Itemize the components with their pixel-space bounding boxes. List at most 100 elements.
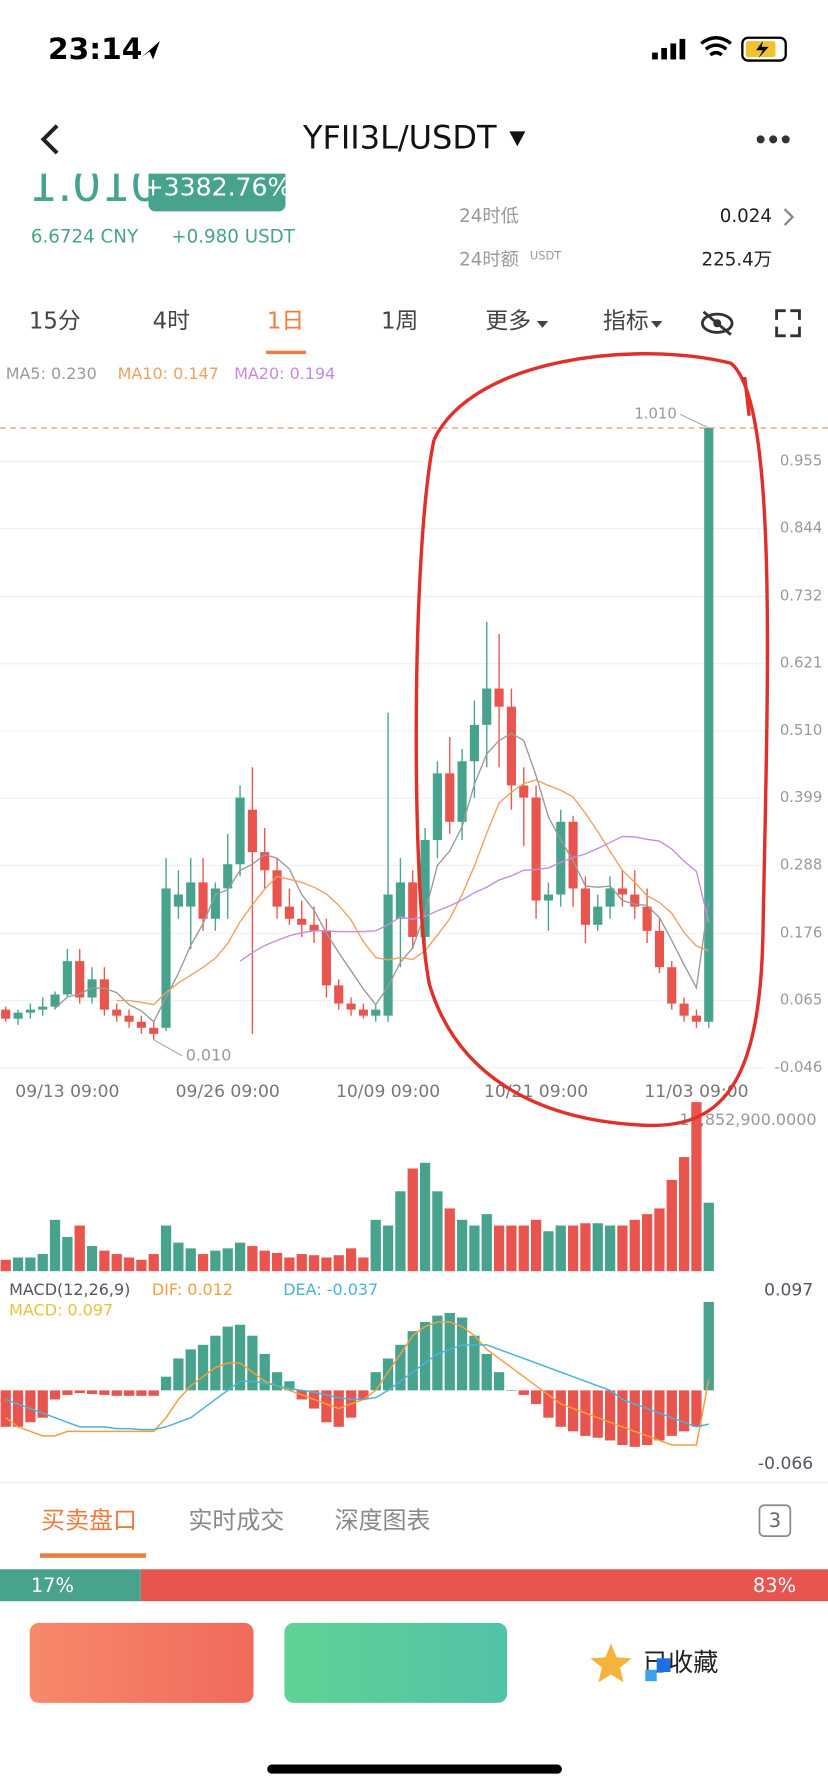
x-tick-label: 09/13 09:00: [15, 1082, 119, 1102]
bottom-tab[interactable]: 深度图表: [335, 1506, 431, 1534]
max-label: 1.010: [634, 405, 676, 422]
header-bg: [0, 0, 828, 174]
legend-entry: MA10: 0.147: [118, 364, 219, 383]
back-button[interactable]: [40, 124, 59, 155]
macd-bar: [456, 1317, 468, 1391]
manual-trade-button[interactable]: [284, 1622, 508, 1703]
volume-bar: [358, 1257, 369, 1272]
candle-body: [691, 1015, 702, 1022]
macd-bar: [407, 1331, 418, 1391]
y-tick-label: 0.176: [780, 924, 822, 941]
macd-bar: [86, 1390, 98, 1395]
macd-bar: [210, 1335, 221, 1391]
candle-body: [494, 688, 504, 707]
min-label: 0.010: [186, 1045, 232, 1064]
macd-bar: [321, 1390, 332, 1423]
macd-bar: [382, 1358, 394, 1391]
candle-body: [210, 888, 220, 919]
candle-body: [630, 894, 640, 907]
charging-icon: [756, 41, 769, 59]
macd-bar: [506, 1390, 517, 1391]
candle-body: [482, 688, 492, 725]
tab[interactable]: 1周: [381, 309, 418, 335]
volume-bar: [530, 1219, 542, 1272]
volume-bar: [617, 1225, 628, 1272]
y-tick-label: 11,852,900.0000: [679, 1110, 816, 1129]
auto-quant-button[interactable]: [29, 1622, 254, 1703]
volume-bar: [654, 1208, 665, 1272]
legend-entry: MA5: 0.230: [6, 364, 97, 383]
tab[interactable]: 4时: [153, 309, 190, 335]
fullscreen-button[interactable]: [775, 309, 801, 338]
max-pointer: [679, 413, 710, 429]
x-tick-label: 10/09 09:00: [336, 1082, 440, 1102]
tab[interactable]: 更多: [485, 309, 531, 335]
candle-body: [506, 706, 516, 786]
y-tick-label: 0.399: [780, 789, 822, 806]
volume-bar: [493, 1225, 505, 1272]
macd-bar: [543, 1390, 554, 1418]
macd-bar: [259, 1353, 270, 1391]
tab[interactable]: 指标: [603, 309, 649, 335]
volume-bar: [185, 1248, 196, 1272]
y-tick-label: 0.844: [780, 520, 822, 537]
tab[interactable]: 1日: [267, 309, 304, 335]
macd-bar: [62, 1390, 73, 1395]
badge-box[interactable]: [758, 1504, 792, 1537]
candle-body: [679, 1003, 689, 1016]
candle-body: [704, 427, 714, 1022]
legend-entry: DEA: -0.037: [283, 1280, 378, 1299]
candle-body: [457, 761, 467, 822]
candle-body: [383, 894, 393, 1016]
y-tick-label: 0.097: [764, 1281, 813, 1301]
candle-body: [284, 906, 294, 919]
ratio-label: 17%: [31, 1574, 74, 1597]
y-tick-label: 0.288: [780, 856, 822, 873]
macd-bar: [691, 1390, 702, 1427]
macd-bar: [99, 1390, 110, 1395]
volume-bar: [74, 1225, 85, 1272]
volume-bar: [0, 1259, 11, 1272]
bottom-tab[interactable]: 实时成交: [188, 1506, 284, 1534]
volume-bar: [567, 1225, 579, 1272]
macd-title: MACD(12,26,9): [9, 1280, 130, 1299]
macd-bar: [678, 1390, 690, 1432]
candle-body: [124, 1015, 134, 1022]
battery-icon: [741, 36, 787, 62]
candle-body: [531, 797, 541, 901]
bottom-tab[interactable]: 买卖盘口: [41, 1506, 137, 1534]
macd-line: [5, 1321, 710, 1446]
candle-body: [161, 888, 171, 1028]
home-indicator: [267, 1764, 562, 1774]
pair-title[interactable]: YFII3L/USDT: [302, 118, 497, 156]
volume-bar: [12, 1257, 24, 1272]
candle-body: [543, 894, 553, 901]
tab[interactable]: 15分: [29, 309, 81, 335]
dropdown-icon[interactable]: [509, 131, 526, 147]
macd-bar: [247, 1335, 258, 1391]
candle-body: [99, 979, 109, 1010]
star-icon[interactable]: [590, 1643, 632, 1683]
macd-bar: [592, 1390, 603, 1438]
badge[interactable]: 3: [769, 1509, 781, 1532]
candle-body: [568, 821, 578, 889]
candle-body: [272, 870, 282, 907]
volume-bar: [296, 1254, 307, 1272]
candle-body: [186, 882, 196, 907]
signal-icon: [652, 38, 686, 60]
volume-bar: [136, 1259, 147, 1272]
macd-bar: [555, 1390, 566, 1427]
more-button[interactable]: [756, 135, 790, 144]
candle-body: [75, 961, 85, 998]
macd-bar: [469, 1335, 480, 1391]
candle-body: [617, 888, 627, 895]
macd-bar: [432, 1315, 443, 1391]
macd-bar: [37, 1390, 48, 1418]
candle-body: [38, 1006, 48, 1010]
hide-button[interactable]: [700, 310, 734, 336]
volume-bar: [395, 1191, 406, 1272]
y-tick-label: 0.732: [780, 587, 822, 604]
macd-bar: [518, 1390, 529, 1395]
candle-body: [445, 773, 455, 822]
legend-entry: DIF: 0.012: [152, 1280, 233, 1299]
